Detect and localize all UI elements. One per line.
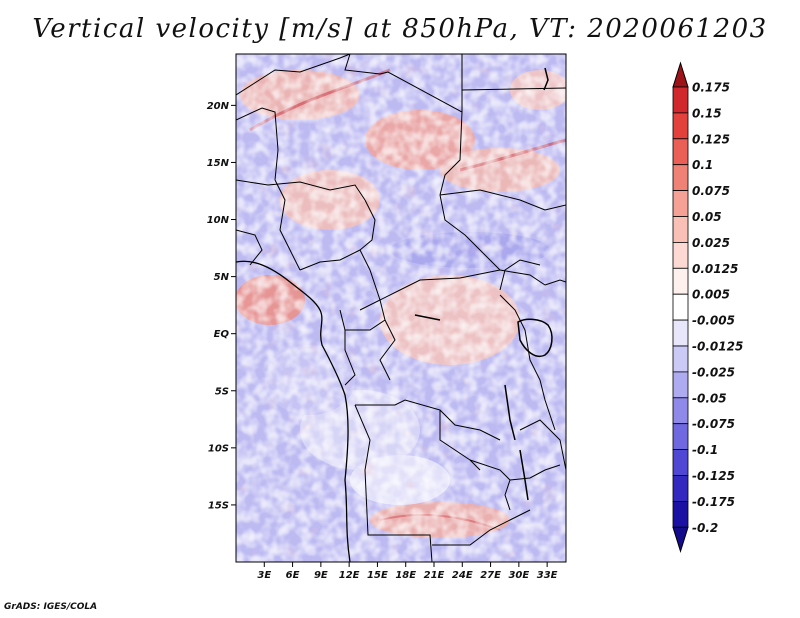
colorbar-swatch: [672, 500, 689, 528]
colorbar-swatch: [672, 164, 689, 191]
lon-tick-label: 15E: [367, 570, 388, 581]
colorbar-swatch: [672, 138, 689, 166]
colorbar-label: 0.05: [692, 210, 722, 224]
lat-tick-label: 15N: [207, 158, 230, 169]
longitude-axis: 3E 6E 9E 12E 15E 18E 21E 24E 27E 30E 33E: [257, 562, 558, 581]
colorbar-swatch: [672, 190, 689, 217]
lon-tick-label: 27E: [480, 570, 501, 581]
lon-tick-label: 30E: [508, 570, 529, 581]
country-borders: [236, 54, 566, 562]
lon-tick-label: 3E: [257, 570, 271, 581]
colorbar-label: 0.025: [692, 236, 730, 250]
map-plot-area: [236, 54, 566, 562]
colorbar-label: -0.2: [692, 521, 718, 535]
colorbar-swatch: [672, 319, 689, 347]
colorbar-label: -0.1: [692, 443, 718, 457]
lat-tick-label: 10S: [208, 443, 229, 454]
colorbar-label: 0.1: [692, 158, 713, 172]
field-texture-white: [236, 54, 566, 562]
colorbar-label: -0.075: [692, 417, 735, 431]
lat-tick-label: 5S: [215, 386, 229, 397]
colorbar-swatch: [672, 345, 689, 373]
chart-title: Vertical velocity [m/s] at 850hPa, VT: 2…: [32, 14, 768, 44]
lat-tick-label: 5N: [214, 272, 230, 283]
colorbar-label: -0.175: [692, 495, 735, 509]
latitude-axis: 20N 15N 10N 5N EQ 5S 10S 15S: [207, 101, 236, 511]
colorbar-swatch: [672, 241, 689, 269]
colorbar-bottom-cap: [672, 526, 689, 553]
colorbar-label: -0.125: [692, 469, 735, 483]
lakes: [414, 67, 553, 501]
colorbar-label: 0.0125: [692, 262, 738, 276]
colorbar: 0.175 0.15 0.125 0.1 0.075 0.05 0.025 0.0125 0.0…: [672, 61, 743, 553]
colorbar-label: 0.005: [692, 288, 730, 302]
colorbar-label: 0.125: [692, 132, 730, 146]
lat-tick-label: 10N: [207, 215, 230, 226]
colorbar-swatch: [672, 267, 689, 295]
lat-tick-label: 20N: [207, 101, 230, 112]
lon-tick-label: 21E: [424, 570, 445, 581]
colorbar-label: 0.15: [692, 106, 722, 120]
lon-tick-label: 24E: [452, 570, 473, 581]
colorbar-swatch: [672, 86, 689, 114]
colorbar-label: -0.005: [692, 314, 735, 328]
lon-tick-label: 6E: [286, 570, 300, 581]
lon-tick-label: 33E: [537, 570, 558, 581]
colorbar-label: -0.0125: [692, 340, 743, 354]
lat-tick-label: EQ: [214, 329, 230, 340]
colorbar-swatch: [672, 112, 689, 140]
colorbar-label: -0.025: [692, 365, 735, 379]
lat-tick-label: 15S: [208, 500, 229, 511]
lon-tick-label: 9E: [314, 570, 328, 581]
colorbar-swatch: [672, 371, 689, 399]
colorbar-label: 0.075: [692, 184, 730, 198]
lon-tick-label: 18E: [395, 570, 416, 581]
colorbar-swatch: [672, 423, 689, 451]
map-frame: [235, 53, 567, 563]
grads-credit: GrADS: IGES/COLA: [4, 602, 98, 612]
colorbar-top-cap: [672, 61, 689, 88]
colorbar-swatch: [672, 449, 689, 476]
lon-tick-label: 12E: [339, 570, 360, 581]
colorbar-swatch: [672, 397, 689, 425]
atlantic-coastline: [236, 260, 351, 562]
colorbar-swatch: [672, 475, 689, 502]
colorbar-swatch: [672, 216, 689, 243]
colorbar-label: 0.175: [692, 81, 730, 95]
colorbar-swatch: [672, 293, 689, 321]
colorbar-label: -0.05: [692, 391, 727, 405]
